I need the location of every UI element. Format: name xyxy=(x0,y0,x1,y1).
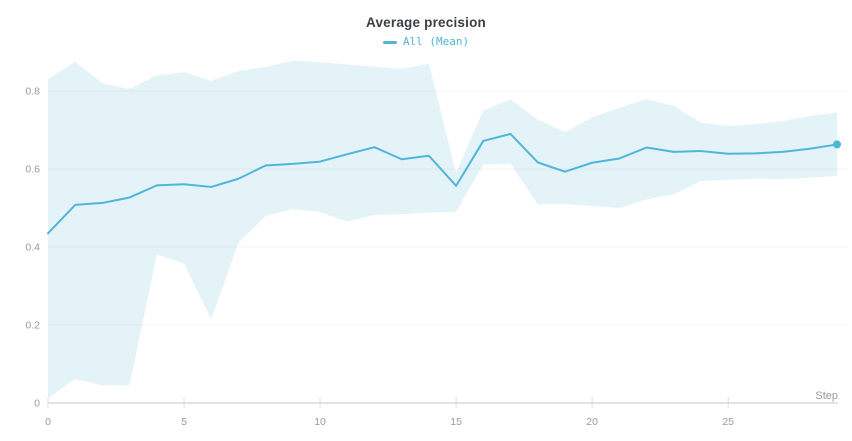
y-tick-label: 0.4 xyxy=(25,242,40,254)
confidence-band xyxy=(48,60,837,399)
x-tick-label: 25 xyxy=(722,416,734,428)
y-tick-label: 0.2 xyxy=(25,320,40,332)
last-point-marker xyxy=(833,140,841,149)
y-tick-label: 0 xyxy=(34,398,40,410)
x-tick-label: 20 xyxy=(586,416,598,428)
y-tick-label: 0.6 xyxy=(25,164,40,176)
chart-title: Average precision xyxy=(366,15,486,30)
chart-legend: All (Mean) xyxy=(0,36,852,48)
x-tick-label: 15 xyxy=(450,416,462,428)
legend-line-icon xyxy=(382,40,397,44)
x-tick-label: 10 xyxy=(314,416,326,428)
x-tick-label: 0 xyxy=(45,416,51,428)
legend-label: All (Mean) xyxy=(402,35,470,48)
x-axis-title: Step xyxy=(815,390,838,402)
x-tick-label: 5 xyxy=(181,416,187,428)
y-tick-label: 0.8 xyxy=(25,86,40,98)
mean-line xyxy=(47,132,838,235)
